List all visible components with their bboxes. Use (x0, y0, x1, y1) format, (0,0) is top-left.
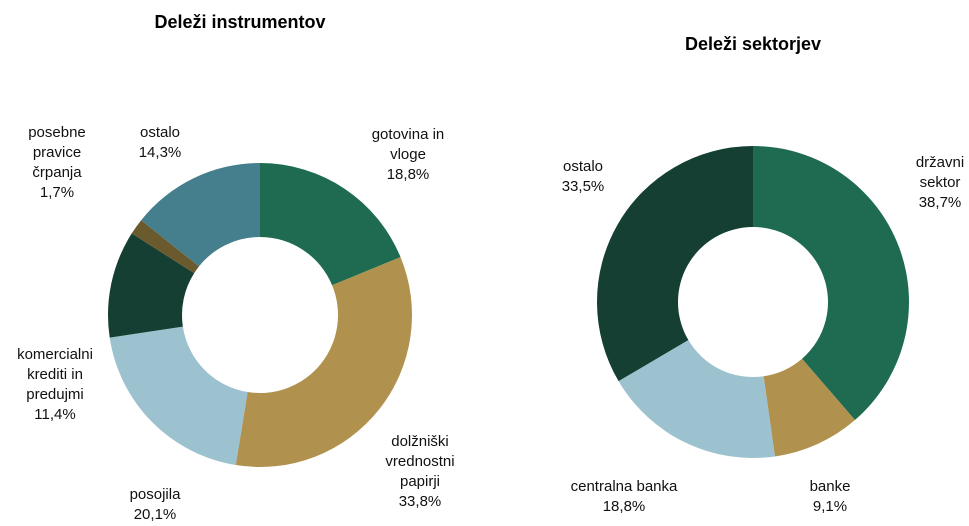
value-label: 33,5% (561, 178, 605, 195)
value-label: 20,1% (133, 506, 177, 523)
value-label: 14,3% (138, 144, 182, 161)
category-name: komercialni krediti in predujmi (17, 346, 93, 403)
value-label: 33,8% (398, 493, 442, 510)
value-label: 11,4% (34, 406, 76, 423)
chart-title: Deleži instrumentov (154, 12, 326, 32)
donut-segment (618, 340, 775, 459)
segment-label: ostalo 33,5% (543, 157, 623, 197)
value-label: 18,8% (602, 498, 646, 515)
donut-segment (763, 358, 855, 457)
value-label: 18,8% (386, 166, 430, 183)
segment-label: posebne pravice črpanja 1,7% (20, 123, 95, 203)
category-name: posebne pravice črpanja (28, 124, 86, 181)
category-name: banke (809, 478, 851, 495)
donut-segment (108, 233, 195, 338)
category-name: ostalo (562, 158, 604, 175)
donut-segment (131, 220, 200, 274)
chart-title: Deleži sektorjev (684, 34, 822, 54)
value-label: 1,7% (39, 184, 75, 201)
category-name: posojila (129, 486, 181, 503)
category-name: dolžniški vrednostni papirji (385, 433, 455, 490)
donut-segment (753, 146, 909, 421)
value-label: 9,1% (812, 498, 848, 515)
segment-label: posojila 20,1% (115, 485, 195, 525)
category-name: državni sektor (915, 154, 965, 191)
donut-segment (235, 257, 412, 467)
value-label: 38,7% (918, 194, 962, 211)
segment-label: gotovina in vloge 18,8% (361, 125, 456, 185)
donut-segment (141, 163, 260, 267)
segment-label: centralna banka 18,8% (549, 477, 699, 517)
category-name: centralna banka (570, 478, 678, 495)
donut-segment (260, 163, 401, 286)
segment-label: državni sektor 38,7% (909, 153, 969, 213)
category-name: ostalo (139, 124, 181, 141)
segment-label: dolžniški vrednostni papirji 33,8% (375, 432, 465, 512)
donut-segment (597, 146, 753, 382)
category-name: gotovina in vloge (371, 126, 445, 163)
segment-label: komercialni krediti in predujmi 11,4% (10, 345, 100, 425)
donut-segment (109, 326, 248, 466)
segment-label: banke 9,1% (790, 477, 870, 517)
segment-label: ostalo 14,3% (120, 123, 200, 163)
